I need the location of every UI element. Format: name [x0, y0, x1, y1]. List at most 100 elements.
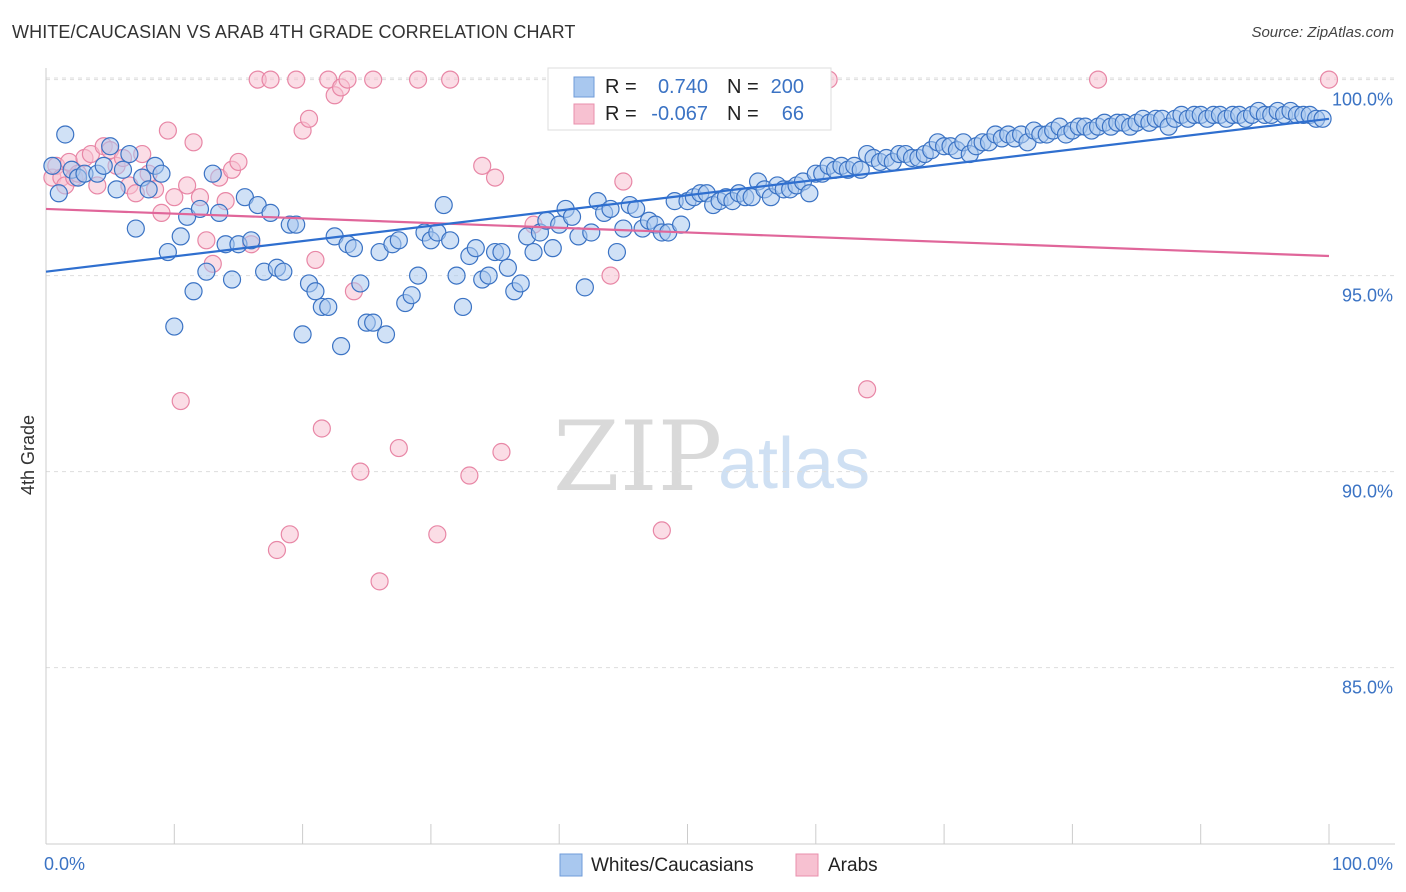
white-point	[344, 239, 364, 258]
arab-point	[184, 133, 203, 152]
trend-line-whites	[45, 117, 1330, 273]
arab-point	[428, 525, 447, 544]
white-point	[203, 164, 222, 183]
series-arabs	[43, 70, 1339, 591]
arab-point	[306, 250, 325, 270]
y-tick-label: 90.0%	[1342, 482, 1393, 502]
stats-n-value-2: 66	[782, 103, 804, 125]
white-point	[441, 231, 460, 250]
arab-point	[165, 188, 184, 207]
white-point	[543, 239, 562, 258]
arab-point	[652, 521, 671, 540]
white-point	[408, 266, 428, 285]
source-label: Source: ZipAtlas.com	[1251, 24, 1394, 41]
white-point	[242, 231, 261, 250]
stats-legend: R = 0.740 N = 200 R = -0.067 N = 66	[547, 67, 832, 131]
white-point	[511, 274, 530, 293]
stats-r-value-2: -0.067	[651, 103, 708, 125]
white-point	[190, 199, 210, 219]
white-point	[222, 270, 242, 289]
white-point	[434, 195, 453, 215]
white-point	[479, 266, 498, 285]
arab-point	[338, 70, 357, 89]
white-point	[402, 286, 421, 305]
arab-point	[1088, 70, 1108, 89]
white-point	[351, 274, 370, 293]
white-point	[210, 203, 229, 222]
white-point	[575, 278, 594, 297]
white-point	[120, 144, 139, 164]
white-point	[56, 125, 75, 144]
white-point	[107, 180, 126, 199]
legend-label-arabs: Arabs	[828, 855, 878, 876]
white-point	[492, 242, 511, 262]
stats-r-label-1: R =	[605, 76, 637, 98]
arab-point	[473, 156, 492, 175]
white-point	[94, 156, 113, 175]
stats-legend-box	[547, 67, 832, 131]
white-point	[582, 223, 601, 242]
white-point	[671, 215, 691, 234]
arab-point	[158, 121, 177, 140]
arab-point	[364, 70, 383, 89]
chart-title: WHITE/CAUCASIAN VS ARAB 4TH GRADE CORREL…	[12, 22, 576, 42]
stats-r-label-2: R =	[605, 103, 637, 125]
white-point	[800, 184, 819, 203]
white-point	[171, 227, 190, 246]
y-tick-label: 95.0%	[1342, 286, 1393, 306]
tick-labels: 85.0% 90.0% 95.0% 100.0% 0.0% 100.0%	[44, 90, 1393, 874]
white-point	[139, 180, 158, 199]
white-point	[165, 317, 184, 336]
white-point	[453, 297, 473, 317]
arab-point	[280, 525, 299, 544]
trend-lines	[45, 117, 1330, 273]
arab-point	[261, 70, 280, 89]
trend-line-arabs	[45, 207, 1330, 258]
white-point	[524, 242, 543, 262]
arab-point	[441, 70, 460, 89]
stats-legend-swatch-pink	[573, 103, 595, 125]
white-point	[274, 262, 293, 281]
arab-point	[287, 70, 306, 89]
stats-r-value-1: 0.740	[658, 76, 708, 98]
stats-n-label-2: N =	[727, 103, 759, 125]
arab-point	[171, 391, 190, 411]
arab-point	[229, 152, 248, 172]
arab-point	[267, 540, 287, 560]
arab-point	[614, 172, 633, 191]
watermark-atlas: atlas	[718, 424, 870, 504]
arab-point	[858, 380, 877, 399]
white-point	[562, 207, 582, 226]
arab-point	[389, 438, 408, 458]
arab-point	[601, 266, 620, 285]
arab-point	[460, 466, 479, 485]
white-point	[319, 297, 338, 317]
white-point	[364, 313, 383, 332]
white-point	[126, 219, 145, 238]
white-point	[331, 337, 351, 356]
axes	[45, 68, 1395, 845]
white-point	[49, 184, 68, 203]
legend-swatch-whites[interactable]	[559, 853, 583, 877]
x-tick-label-min: 0.0%	[44, 854, 85, 874]
white-point	[113, 160, 133, 179]
white-point	[466, 239, 485, 258]
white-point	[447, 266, 466, 285]
arab-point	[351, 462, 370, 481]
arab-point	[485, 168, 505, 187]
white-point	[389, 231, 408, 250]
arab-point	[492, 442, 511, 462]
y-tick-label: 100.0%	[1332, 90, 1393, 110]
white-point	[376, 325, 396, 344]
arab-point	[408, 70, 428, 89]
legend-label-whites: Whites/Caucasians	[591, 855, 754, 876]
white-point	[152, 164, 171, 183]
white-point	[197, 262, 216, 281]
white-point	[261, 203, 280, 222]
arab-point	[1319, 70, 1339, 89]
y-tick-label: 85.0%	[1342, 678, 1393, 698]
gridlines	[46, 77, 1395, 669]
series-whites	[43, 101, 1332, 356]
legend-swatch-arabs[interactable]	[795, 853, 819, 877]
